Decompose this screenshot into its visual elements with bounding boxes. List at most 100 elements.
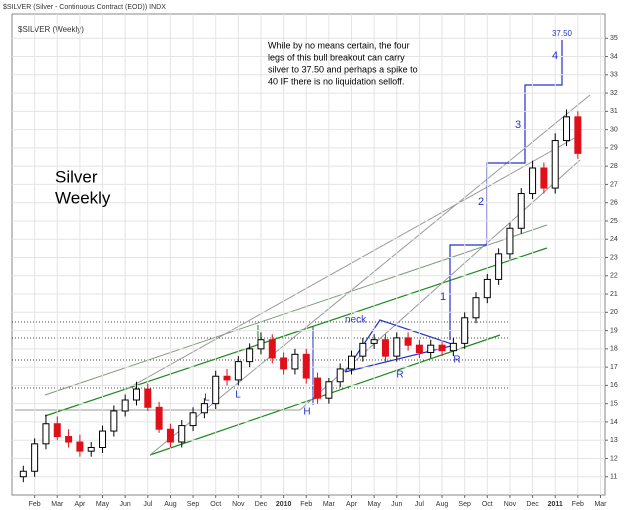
candle-body: [449, 342, 457, 352]
chart-title: $SILVER (Silver - Continuous Contract (E…: [3, 4, 166, 11]
candle-body: [427, 344, 435, 354]
y-tick-label: 31: [610, 108, 618, 115]
x-tick-label: Mar: [323, 501, 336, 508]
candle-body: [144, 388, 152, 408]
trendline: [149, 94, 591, 456]
candle-body: [551, 140, 559, 189]
candle-body: [415, 344, 423, 354]
candle-body: [268, 339, 276, 359]
legend-label: $SILVER (Weekly): [18, 25, 84, 34]
candle-body: [87, 447, 95, 452]
candle-body: [246, 348, 254, 363]
x-tick-label: Nov: [504, 501, 517, 508]
y-tick-label: 12: [610, 455, 618, 462]
y-tick-label: 17: [610, 364, 618, 371]
y-tick-label: 15: [610, 400, 618, 407]
annotation: 1: [440, 291, 446, 303]
annotation: 3: [515, 119, 521, 131]
candle-body: [495, 253, 503, 280]
annotation: 40 IF there is no liquidation selloff.: [268, 76, 404, 86]
candle-body: [506, 227, 514, 255]
trendline: [124, 134, 581, 391]
y-tick-label: 19: [610, 327, 618, 334]
annotation: Weekly: [55, 188, 111, 207]
x-tick-label: Nov: [232, 501, 245, 508]
y-tick-label: 25: [610, 218, 618, 225]
candle-body: [200, 403, 208, 414]
candle-body: [574, 116, 582, 154]
candle-body: [370, 339, 378, 344]
x-tick-label: Jul: [143, 501, 152, 508]
x-tick-label: Dec: [526, 501, 539, 508]
x-tick-label: Feb: [29, 501, 41, 508]
candle-body: [155, 406, 163, 430]
x-tick-label: Oct: [210, 501, 221, 508]
x-tick-label: May: [96, 501, 110, 508]
x-tick-label: Mar: [51, 501, 64, 508]
candle-body: [348, 355, 356, 370]
x-tick-label: Mar: [594, 501, 607, 508]
candle-body: [381, 339, 389, 357]
projection-steps: [449, 40, 563, 340]
trendline: [299, 159, 581, 411]
annotation: Silver: [55, 167, 98, 186]
candle-body: [483, 278, 491, 299]
candle-body: [65, 436, 73, 443]
y-tick-label: 28: [610, 163, 618, 170]
y-tick-label: 27: [610, 181, 618, 188]
x-tick-label: Dec: [255, 501, 268, 508]
candle-body: [336, 368, 344, 383]
x-tick-label: Jun: [120, 501, 131, 508]
candle-body: [404, 337, 412, 346]
y-tick-label: 29: [610, 145, 618, 152]
x-tick-label: Jun: [391, 501, 402, 508]
y-tick-label: 21: [610, 291, 618, 298]
x-tick-label: Aug: [164, 501, 177, 508]
candle-body: [223, 375, 231, 381]
x-tick-label: Feb: [572, 501, 584, 508]
candle-body: [280, 357, 288, 370]
annotation: 4: [552, 50, 558, 62]
candle-body: [563, 116, 571, 142]
y-tick-label: 18: [610, 346, 618, 353]
candle-body: [234, 361, 242, 381]
candle-body: [99, 430, 107, 448]
candle-body: [517, 193, 525, 229]
x-tick-label: 2011: [548, 501, 563, 508]
y-tick-label: 26: [610, 200, 618, 207]
y-tick-label: 22: [610, 273, 618, 280]
candle-body: [325, 381, 333, 399]
annotation: silver to 37.50 and perhaps a spike to: [268, 64, 418, 74]
x-tick-label: May: [368, 501, 382, 508]
plot-frame: [11, 13, 606, 496]
candle-body: [110, 410, 118, 432]
y-tick-label: 14: [610, 419, 618, 426]
annotation: neck: [345, 315, 367, 326]
x-tick-label: Oct: [482, 501, 493, 508]
annotation: H: [303, 407, 310, 418]
candle-body: [76, 441, 84, 452]
candle-body: [212, 375, 220, 405]
y-tick-label: 23: [610, 254, 618, 261]
x-tick-label: Apr: [346, 501, 358, 508]
candle-body: [529, 167, 537, 195]
candle-body: [132, 388, 140, 401]
candle-body: [53, 423, 61, 438]
y-tick-label: 20: [610, 309, 618, 316]
annotation: R: [453, 355, 460, 366]
annotation: 37.50: [552, 29, 573, 38]
y-tick-label: 32: [610, 90, 618, 97]
candle-body: [540, 167, 548, 189]
candle-body: [359, 342, 367, 357]
y-tick-label: 16: [610, 382, 618, 389]
y-tick-label: 30: [610, 126, 618, 133]
candle-body: [178, 425, 186, 443]
candle-body: [31, 443, 39, 472]
candle-body: [166, 428, 174, 443]
candle-body: [461, 317, 469, 344]
candle-body: [291, 353, 299, 370]
annotation: legs of this bull breakout can carry: [268, 52, 405, 62]
y-tick-label: 24: [610, 236, 618, 243]
candle-body: [189, 412, 197, 427]
annotation: While by no means certain, the four: [268, 40, 410, 50]
